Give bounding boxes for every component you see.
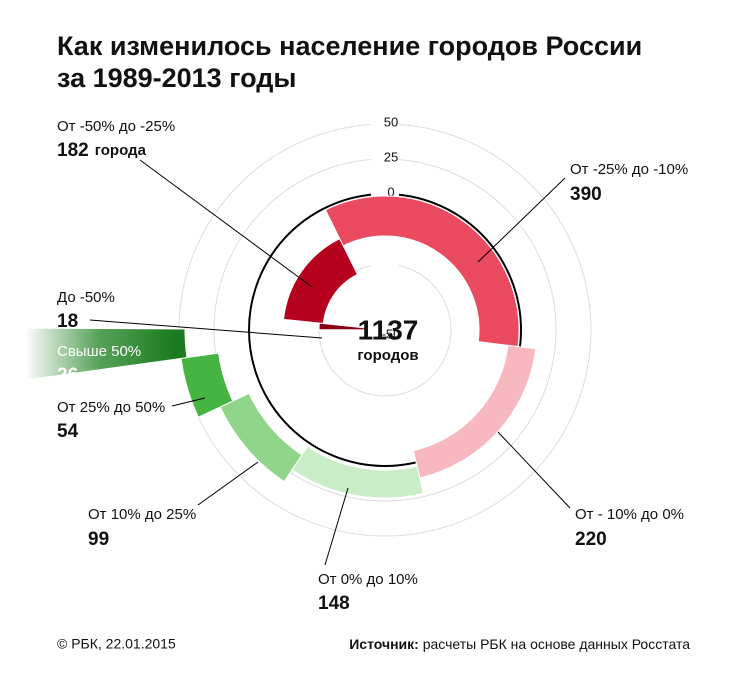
segment xyxy=(283,237,359,325)
leader-line xyxy=(477,177,566,263)
segment-label: От 25% до 50% xyxy=(57,399,165,416)
title: за 1989-2013 годы xyxy=(57,63,296,93)
leader-line xyxy=(324,487,349,566)
segment-count: 220 xyxy=(575,529,607,550)
segment xyxy=(318,322,368,331)
count-value: 18 xyxy=(57,311,78,332)
segment-label: От -25% до -10% xyxy=(570,161,688,178)
tick-label: -50 xyxy=(382,326,401,341)
count-value: 99 xyxy=(88,529,109,550)
count-value: 54 xyxy=(57,421,79,442)
count-unit: города xyxy=(95,142,147,159)
count-value: 220 xyxy=(575,529,607,550)
copyright: © РБК, 22.01.2015 xyxy=(57,636,176,652)
segment-label: От 10% до 25% xyxy=(88,506,196,523)
leader-line xyxy=(197,461,259,506)
total: 1137 xyxy=(358,314,419,345)
segment-count: 26 xyxy=(57,365,78,386)
segment-label: До -50% xyxy=(57,289,115,306)
tick-label: 0 xyxy=(387,184,394,199)
segment xyxy=(291,445,425,499)
tick-bg xyxy=(371,255,399,273)
segment-label: От 0% до 10% xyxy=(318,571,418,588)
leader-line xyxy=(89,319,323,339)
segment-count: 182 города xyxy=(57,140,147,161)
segment-count: 18 xyxy=(57,311,78,332)
tick-bg xyxy=(371,115,399,133)
leader-line xyxy=(497,431,571,509)
count-value: 26 xyxy=(57,365,78,386)
leader-line xyxy=(139,159,313,288)
source-key: Источник: xyxy=(349,636,419,652)
segment-count: 148 xyxy=(318,593,350,614)
segment-label: Свыше 50% xyxy=(57,343,141,360)
segment-count: 390 xyxy=(570,184,602,205)
segment xyxy=(219,392,303,483)
count-value: 182 xyxy=(57,140,89,161)
count-value: 390 xyxy=(570,184,602,205)
leader-line xyxy=(171,397,206,407)
source-text: расчеты РБК на основе данных Росстата xyxy=(419,636,690,652)
segment-label: От - 10% до 0% xyxy=(575,506,684,523)
segment-label: От -50% до -25% xyxy=(57,118,175,135)
title: Как изменилось население городов России xyxy=(57,31,642,61)
tick-label: 50 xyxy=(384,114,398,129)
segment xyxy=(24,327,188,381)
tick-bg xyxy=(371,150,399,168)
segment-count: 99 xyxy=(88,529,109,550)
total-unit: городов xyxy=(357,347,418,364)
source: Источник: расчеты РБК на основе данных Р… xyxy=(349,636,690,652)
segment-count: 54 xyxy=(57,421,79,442)
count-value: 148 xyxy=(318,593,350,614)
segment xyxy=(412,344,537,479)
tick-label: 25 xyxy=(384,149,398,164)
